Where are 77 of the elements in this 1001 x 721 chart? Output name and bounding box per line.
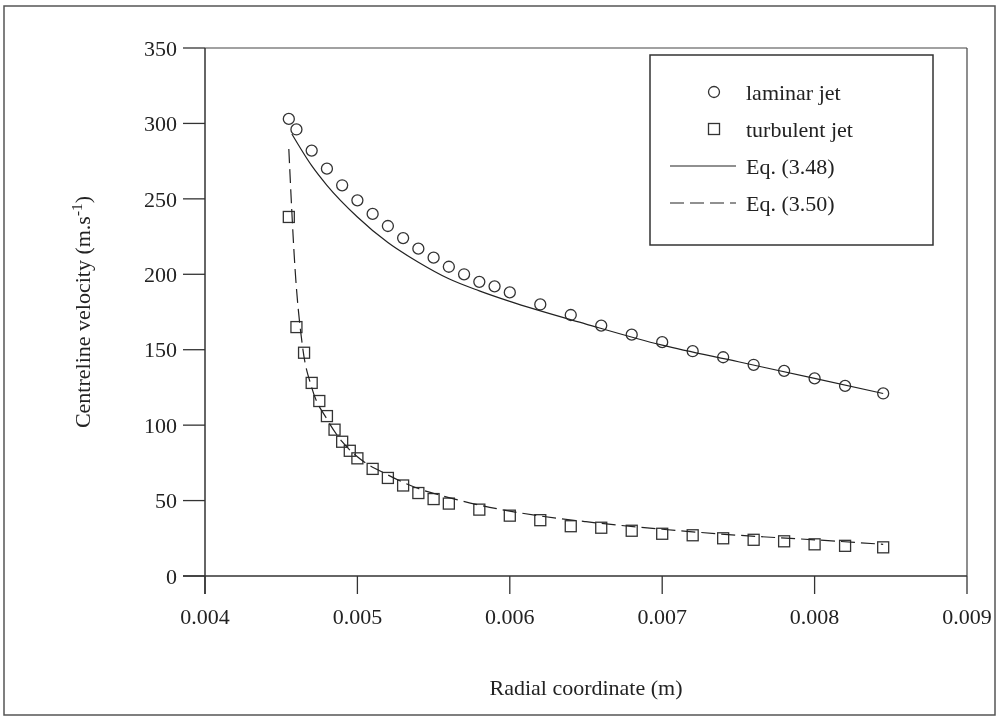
point (305, 144, 318, 157)
point (366, 462, 379, 476)
point (564, 520, 577, 533)
point (488, 280, 501, 293)
x-tick-label: 0.007 (637, 604, 687, 629)
point (717, 532, 730, 545)
point (336, 435, 349, 448)
point (877, 541, 890, 554)
point (442, 497, 455, 510)
point (534, 514, 547, 527)
point (564, 308, 577, 322)
point (328, 423, 341, 436)
point (717, 351, 730, 364)
y-tick-label: 100 (144, 412, 177, 438)
point (305, 376, 318, 390)
point (747, 533, 760, 546)
point (290, 320, 303, 334)
point (412, 486, 425, 500)
point (808, 372, 821, 385)
x-tick-label: 0.006 (485, 604, 535, 629)
point (473, 503, 486, 516)
point (412, 242, 425, 255)
point (473, 275, 486, 288)
x-tick-label: 0.008 (789, 604, 840, 629)
point (381, 471, 395, 485)
point (625, 524, 638, 537)
point (427, 492, 440, 506)
y-tick-label: 250 (144, 186, 177, 212)
point (686, 345, 699, 358)
point (808, 538, 821, 551)
point (320, 162, 334, 175)
y-tick-label: 0 (166, 563, 177, 589)
point (290, 123, 303, 136)
point (595, 521, 608, 534)
point (503, 509, 516, 522)
point (282, 210, 295, 224)
point (686, 529, 699, 542)
point (442, 260, 455, 273)
point (503, 286, 516, 299)
point (838, 539, 852, 552)
y-tick-label: 200 (144, 261, 177, 287)
point (777, 364, 791, 377)
y-tick-label: 350 (144, 35, 177, 61)
point (534, 298, 547, 311)
y-tick-label: 300 (144, 111, 177, 137)
point (656, 336, 669, 349)
point (320, 409, 334, 423)
point (777, 535, 791, 548)
point (381, 219, 395, 233)
point (595, 319, 608, 332)
point (343, 444, 356, 457)
x-tick-label: 0.005 (332, 604, 383, 629)
point (656, 527, 669, 540)
x-axis-title: Radial coordinate (m) (489, 675, 683, 700)
y-tick-label: 50 (155, 488, 177, 514)
point (351, 452, 364, 465)
point (877, 387, 890, 400)
point (747, 358, 760, 371)
point (396, 479, 410, 492)
point (351, 194, 364, 207)
legend-label: Eq. (3.48) (746, 153, 835, 179)
point (336, 179, 349, 192)
point (427, 251, 440, 264)
x-tick-label: 0.004 (180, 604, 230, 629)
point (457, 268, 471, 281)
point (282, 112, 295, 126)
y-tick-label: 150 (144, 337, 177, 363)
legend-label: turbulent jet (746, 116, 853, 142)
point (366, 207, 379, 221)
x-tick-label: 0.009 (942, 604, 992, 629)
point (625, 328, 638, 341)
legend-label: laminar jet (746, 79, 841, 105)
point (396, 231, 410, 245)
point (838, 379, 852, 393)
legend-label: Eq. (3.50) (746, 190, 835, 216)
point (297, 346, 311, 359)
point (313, 394, 326, 408)
